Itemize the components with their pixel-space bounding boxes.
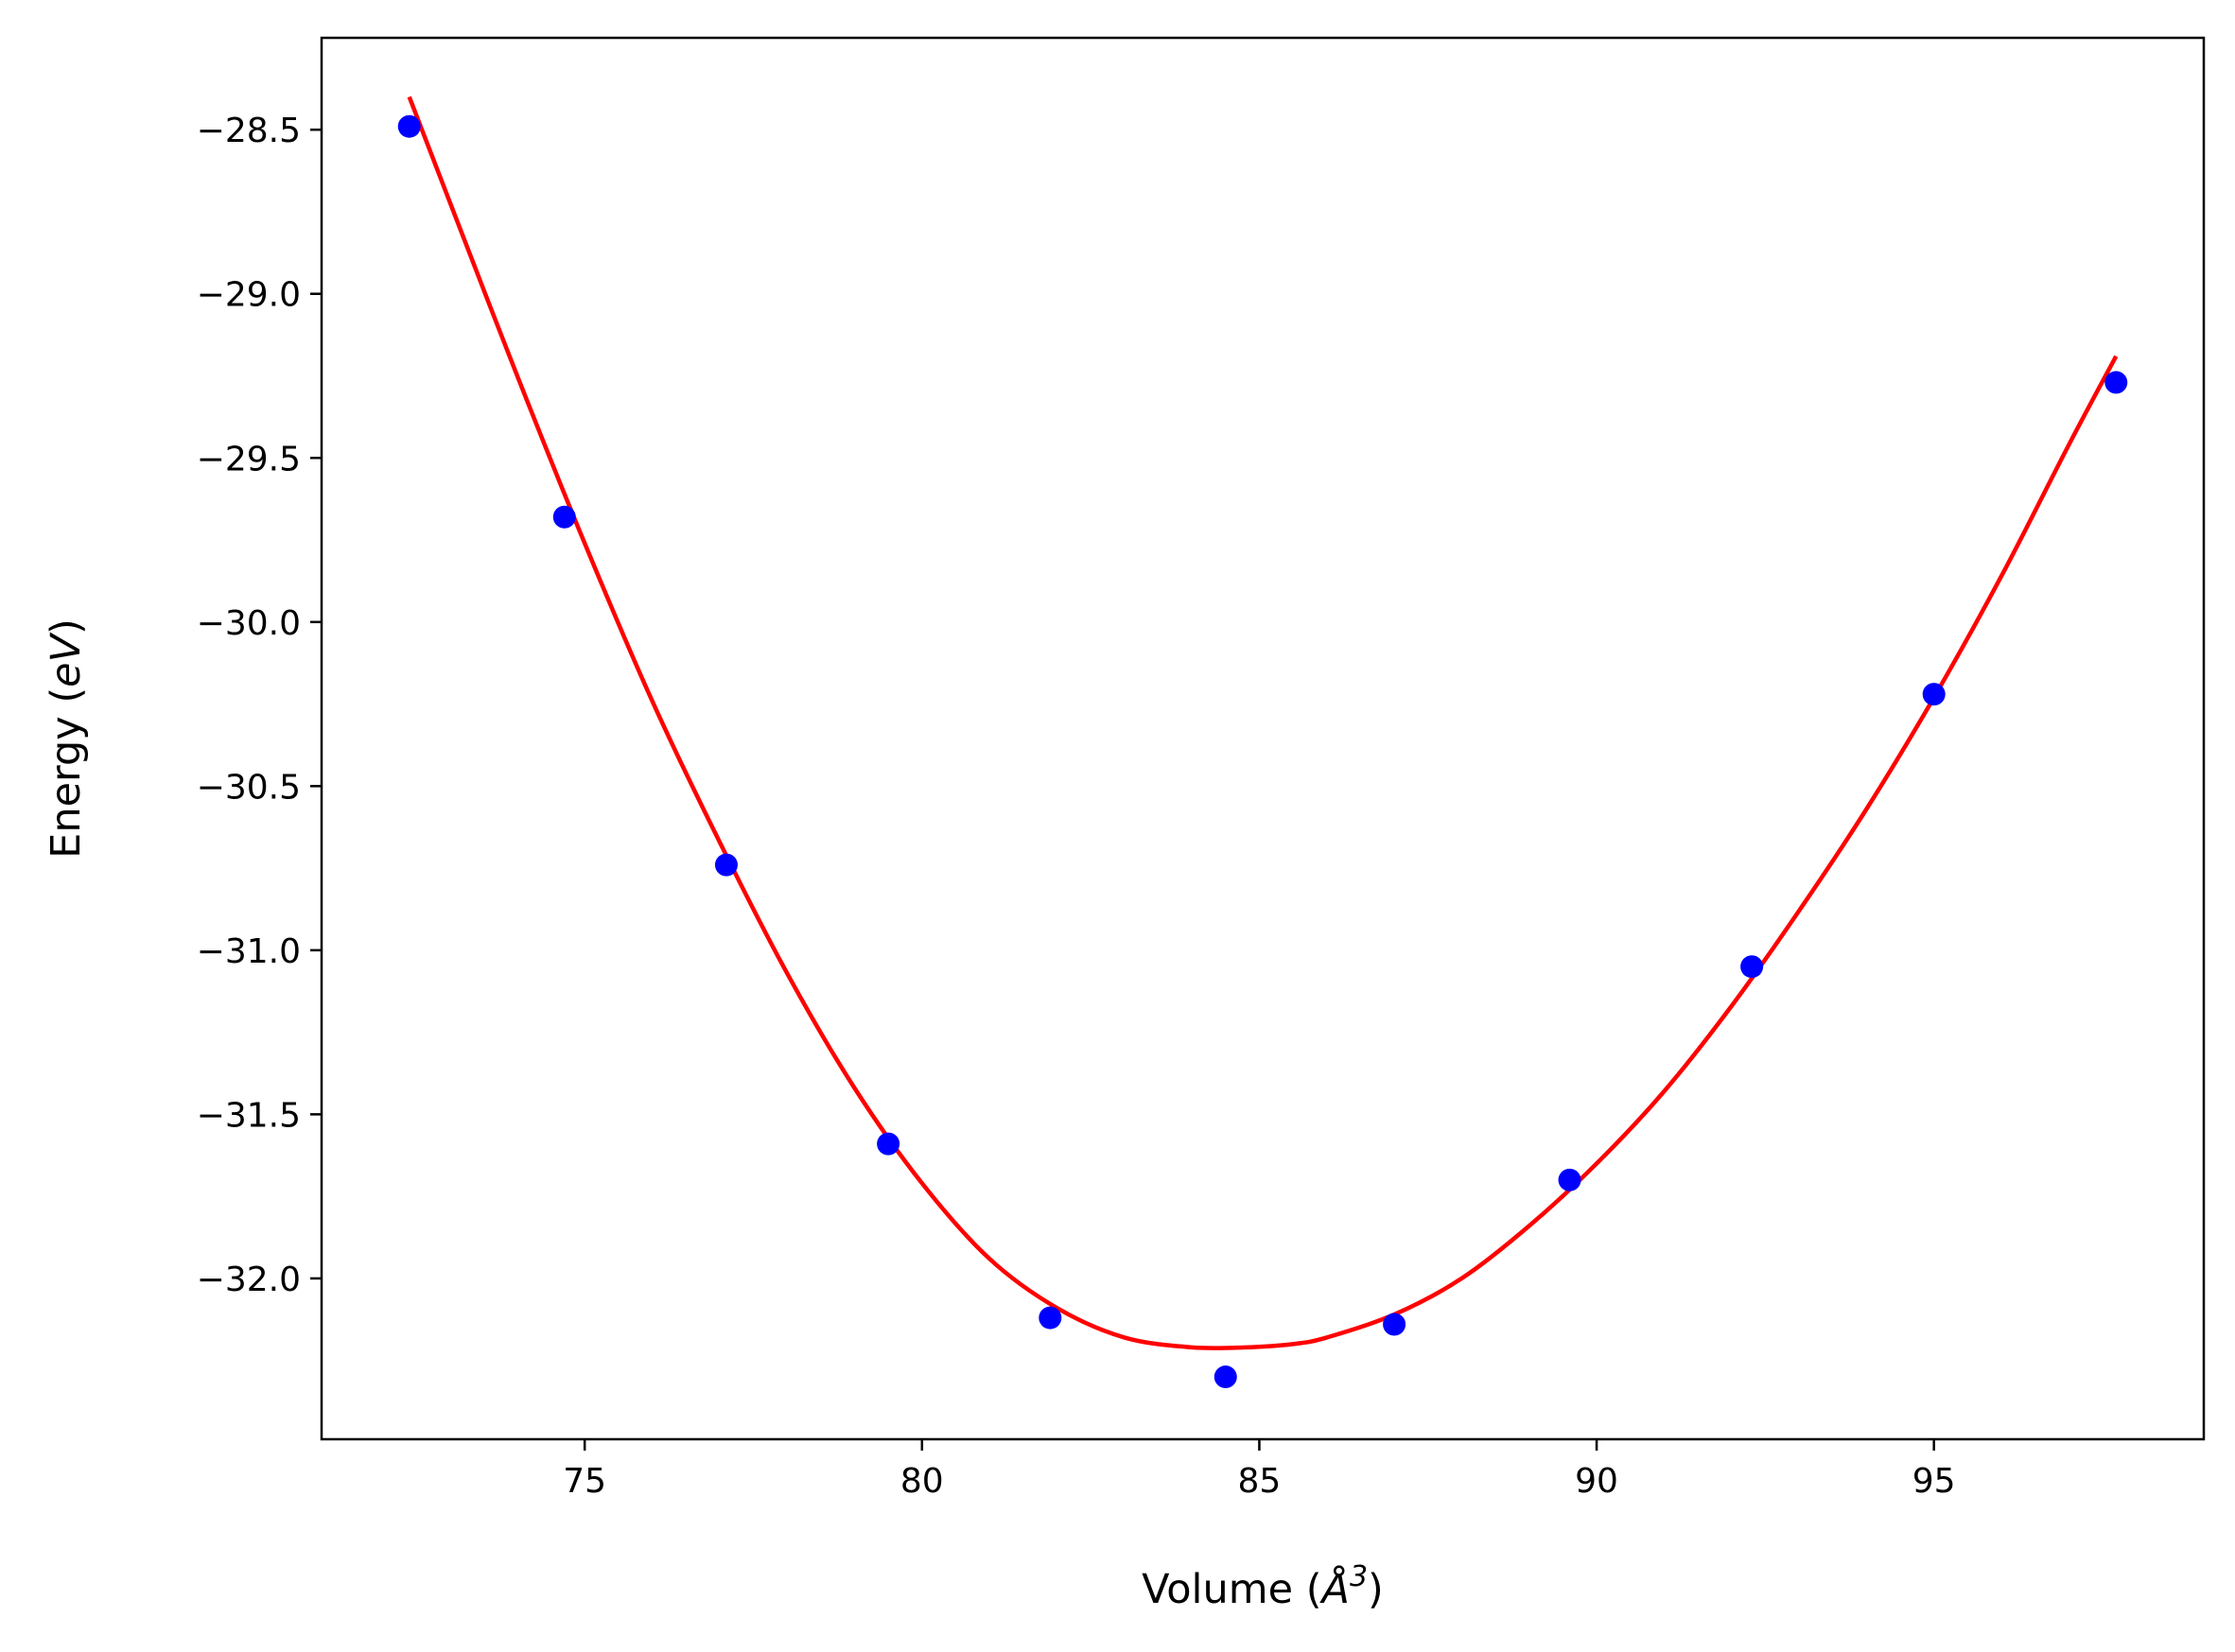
y-axis-label: Energy (eV) — [43, 618, 90, 859]
y-axis-label-suffix: ) — [43, 618, 90, 635]
x-tick-label: 85 — [1238, 1462, 1282, 1501]
y-tick-label: −29.5 — [197, 440, 301, 478]
x-axis-label-exponent: 3 — [1350, 1560, 1368, 1593]
y-tick-label: −30.5 — [197, 768, 301, 807]
x-axis-label-unit: Å — [1319, 1565, 1350, 1613]
x-axis-label-text: Volume ( — [1142, 1566, 1321, 1613]
y-tick-label: −31.0 — [197, 932, 301, 971]
y-axis-label-prefix: Energy ( — [43, 687, 90, 859]
x-axis-label-suffix: ) — [1368, 1566, 1384, 1613]
y-tick-label: −30.0 — [197, 604, 301, 643]
y-tick-label: −29.0 — [197, 276, 301, 315]
data-point — [1039, 1306, 1062, 1330]
x-tick-label: 95 — [1912, 1462, 1956, 1501]
y-axis-ticks: −28.5 −29.0 −29.5 −30.0 −30.5 −31.0 −31.5 −32.0 — [197, 112, 322, 1299]
x-axis-label: Volume (Å3) — [1142, 1560, 1384, 1613]
y-tick-label: −28.5 — [197, 112, 301, 150]
x-tick-label: 80 — [900, 1462, 944, 1501]
y-axis-label-unit: eV — [43, 632, 90, 687]
x-tick-label: 75 — [563, 1462, 606, 1501]
y-tick-label: −32.0 — [197, 1261, 301, 1299]
data-point — [877, 1132, 900, 1156]
data-point — [2104, 371, 2128, 394]
data-point — [714, 853, 738, 877]
data-point — [1558, 1168, 1581, 1191]
data-point — [1383, 1313, 1406, 1336]
fit-curve — [407, 96, 2119, 1350]
x-tick-label: 90 — [1575, 1462, 1618, 1501]
data-point — [397, 114, 421, 138]
data-point — [1740, 955, 1764, 979]
data-point — [1214, 1365, 1237, 1389]
data-point — [1922, 683, 1946, 706]
x-axis-ticks: 75 80 85 90 95 — [563, 1439, 1956, 1501]
plot-area-frame — [320, 36, 2206, 1441]
y-tick-label: −31.5 — [197, 1096, 301, 1135]
plot-content — [397, 96, 2128, 1389]
data-point — [552, 505, 576, 529]
